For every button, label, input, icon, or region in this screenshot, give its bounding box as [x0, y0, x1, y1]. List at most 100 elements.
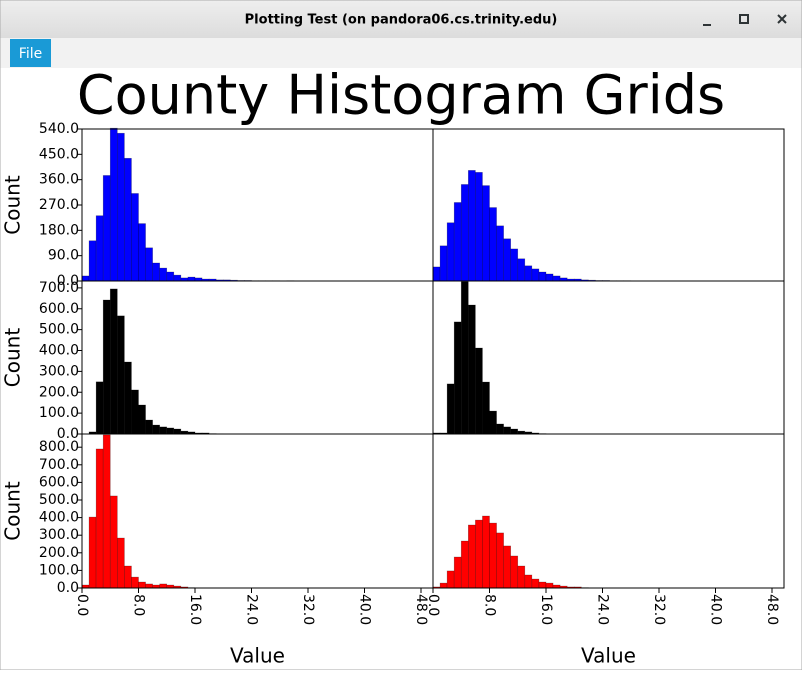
histogram-bar: [117, 538, 124, 588]
histogram-bar: [454, 557, 461, 588]
histogram-bar: [553, 276, 560, 281]
y-tick-label: 400.0: [39, 343, 79, 359]
histogram-bar: [497, 424, 504, 434]
histogram-bar: [117, 133, 124, 281]
histogram-bar: [96, 216, 103, 281]
y-tick-label: 600.0: [39, 474, 79, 490]
histogram-bar: [160, 584, 167, 588]
histogram-bar: [504, 546, 511, 588]
y-tick-label: 700.0: [39, 280, 79, 296]
x-axis-label: Value: [230, 644, 285, 668]
histogram-bar: [532, 579, 539, 588]
histogram-bar: [131, 390, 138, 434]
histogram-bar: [160, 268, 167, 281]
histogram-bar: [525, 575, 532, 588]
histogram-bar: [468, 170, 475, 281]
y-axis-label: Count: [1, 328, 25, 388]
histogram-bar: [518, 566, 525, 588]
histogram-bar: [546, 583, 553, 588]
histogram-bar: [468, 525, 475, 588]
histogram-bar: [82, 276, 89, 281]
y-tick-label: 400.0: [39, 510, 79, 526]
histogram-bar: [131, 193, 138, 281]
histogram-bar: [482, 516, 489, 588]
histogram-bar: [103, 435, 110, 588]
histogram-bar: [117, 316, 124, 434]
histogram-bar: [174, 429, 181, 434]
histogram-bar: [546, 274, 553, 281]
histogram-bar: [482, 186, 489, 281]
x-tick-label: 8.0: [130, 594, 146, 616]
y-tick-label: 100.0: [39, 405, 79, 421]
histogram-bar: [511, 249, 518, 281]
histogram-bar: [504, 239, 511, 281]
x-tick-label: 0.0: [74, 594, 90, 616]
y-tick-label: 300.0: [39, 527, 79, 543]
menu-file-label[interactable]: File: [19, 46, 42, 62]
histogram-bar: [475, 172, 482, 281]
y-tick-label: 300.0: [39, 363, 79, 379]
y-tick-label: 540.0: [39, 121, 79, 137]
histogram-bar: [497, 533, 504, 588]
histogram-bar: [511, 429, 518, 434]
histogram-bar: [167, 272, 174, 281]
histogram-bar: [174, 275, 181, 281]
histogram-bar: [461, 541, 468, 588]
histogram-bar: [525, 266, 532, 281]
x-tick-label: 16.0: [187, 594, 203, 625]
histogram-bar: [489, 411, 496, 434]
x-tick-label: 24.0: [243, 594, 259, 625]
y-tick-label: 180.0: [39, 222, 79, 238]
y-tick-label: 90.0: [48, 248, 79, 264]
histogram-bar: [103, 300, 110, 434]
histogram-bar: [497, 226, 504, 281]
x-tick-label: 8.0: [481, 594, 497, 616]
histogram-bar: [440, 583, 447, 588]
histogram-bar: [138, 405, 145, 434]
histogram-bar: [461, 282, 468, 434]
histogram-bar: [124, 566, 131, 588]
histogram-bar: [447, 384, 454, 434]
x-tick-label: 40.0: [356, 594, 372, 625]
histogram-bar: [461, 184, 468, 281]
histogram-bar: [468, 305, 475, 434]
histogram-bar: [146, 420, 153, 434]
histogram-bar: [532, 269, 539, 281]
histogram-bar: [504, 427, 511, 434]
histogram-bar: [138, 582, 145, 588]
histogram-bar: [454, 202, 461, 281]
histogram-bar: [454, 322, 461, 434]
histogram-bar: [89, 241, 96, 281]
histogram-bar: [124, 158, 131, 281]
histogram-bar: [489, 523, 496, 588]
histogram-bar: [447, 223, 454, 281]
y-tick-label: 360.0: [39, 172, 79, 188]
histogram-bar: [146, 584, 153, 588]
x-tick-label: 24.0: [594, 594, 610, 625]
histogram-bar: [539, 272, 546, 281]
histogram-bar: [539, 582, 546, 588]
histogram-bar: [103, 175, 110, 281]
y-tick-label: 700.0: [39, 457, 79, 473]
y-tick-label: 500.0: [39, 492, 79, 508]
x-tick-label: 32.0: [300, 594, 316, 625]
x-tick-label: 32.0: [651, 594, 667, 625]
histogram-bar: [89, 517, 96, 588]
y-tick-label: 450.0: [39, 146, 79, 162]
histogram-bar: [96, 382, 103, 434]
histogram-bar: [131, 577, 138, 588]
x-axis-label: Value: [581, 644, 636, 668]
window-title: Plotting Test (on pandora06.cs.trinity.e…: [245, 13, 558, 28]
histogram-bar: [153, 263, 160, 281]
histogram-bar: [447, 571, 454, 588]
histogram-bar: [482, 382, 489, 434]
histogram-bar: [124, 362, 131, 434]
y-tick-label: 500.0: [39, 322, 79, 338]
y-tick-label: 200.0: [39, 545, 79, 561]
figure-title: County Histogram Grids: [77, 64, 725, 127]
histogram-bar: [110, 289, 117, 434]
histogram-bar: [433, 267, 440, 281]
y-axis-label: Count: [1, 481, 25, 541]
